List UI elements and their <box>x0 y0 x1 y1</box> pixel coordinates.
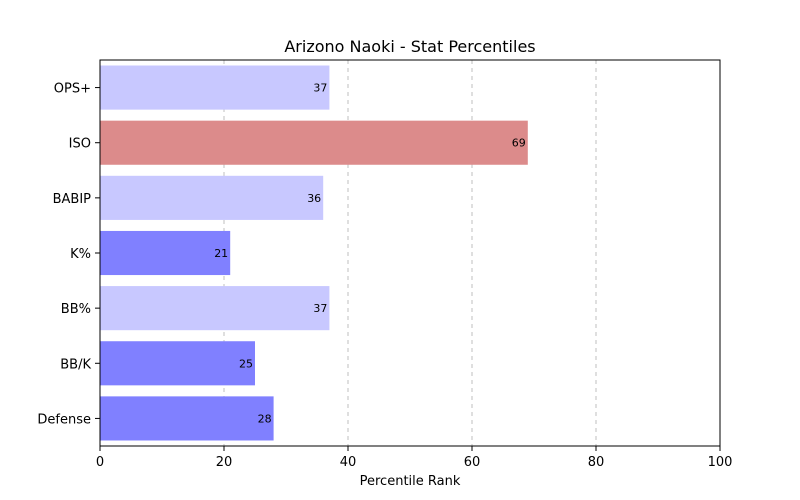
y-tick-label: OPS+ <box>54 82 91 97</box>
x-tick-label: 0 <box>96 455 104 470</box>
x-tick-label: 80 <box>588 455 605 470</box>
bars: 37 69 36 21 37 25 28 <box>100 65 528 441</box>
bar <box>100 65 330 110</box>
y-tick-label: K% <box>70 247 91 262</box>
bar-value-label: 69 <box>512 137 526 150</box>
bar-value-label: 37 <box>313 82 327 95</box>
y-tick-label: ISO <box>69 137 91 152</box>
bar-value-label: 37 <box>313 302 327 315</box>
y-tick-label: BB% <box>61 302 91 317</box>
bar-value-label: 36 <box>307 192 321 205</box>
x-tick-label: 100 <box>708 455 733 470</box>
bar-value-label: 28 <box>258 412 272 425</box>
bar <box>100 396 274 441</box>
x-tick-label: 20 <box>216 455 233 470</box>
bar <box>100 230 231 276</box>
y-tick-label: Defense <box>37 412 91 427</box>
bar-value-label: 21 <box>214 247 228 260</box>
bar <box>100 286 330 331</box>
x-tick-label: 40 <box>340 455 357 470</box>
grid-lines <box>223 60 597 446</box>
bar <box>100 341 255 386</box>
y-axis-tick-labels: OPS+ ISO BABIP K% BB% BB/K Defense <box>37 82 100 427</box>
chart-title: Arizono Naoki - Stat Percentiles <box>284 37 535 56</box>
x-axis-ticks: 0 20 40 60 80 100 <box>96 446 733 470</box>
y-tick-label: BABIP <box>53 192 92 207</box>
y-tick-label: BB/K <box>60 357 91 372</box>
bar <box>100 175 324 220</box>
plot-frame <box>99 59 721 447</box>
bar <box>100 120 528 165</box>
x-tick-label: 60 <box>464 455 481 470</box>
bar-value-label: 25 <box>239 357 253 370</box>
x-axis-label: Percentile Rank <box>360 474 461 489</box>
